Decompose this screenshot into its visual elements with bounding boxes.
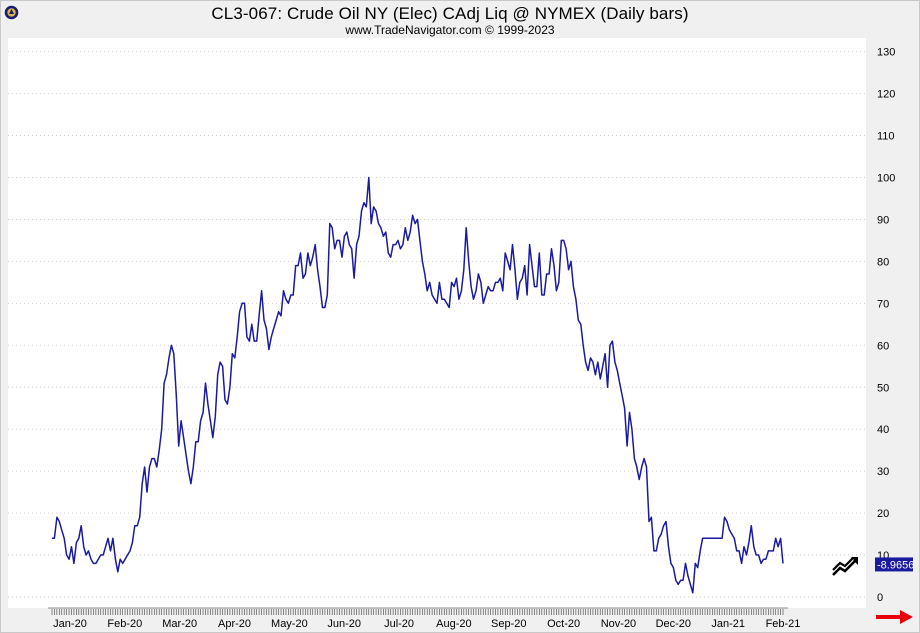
x-tick-label-Jan-20: Jan-20 — [53, 618, 87, 630]
y-tick-label-130: 130 — [877, 47, 895, 59]
x-tick-label-May-20: May-20 — [271, 618, 308, 630]
x-tick-label-Feb-20: Feb-20 — [107, 618, 142, 630]
x-tick-label-Aug-20: Aug-20 — [436, 618, 471, 630]
x-tick-label-Jul-20: Jul-20 — [384, 618, 414, 630]
y-tick-label-20: 20 — [877, 508, 889, 520]
x-tick-label-Dec-20: Dec-20 — [656, 618, 691, 630]
y-tick-label-40: 40 — [877, 424, 889, 436]
trending-up-chart-icon[interactable] — [831, 556, 859, 578]
y-tick-label-120: 120 — [877, 89, 895, 101]
x-tick-label-Sep-20: Sep-20 — [491, 618, 526, 630]
x-tick-label-Feb-21: Feb-21 — [766, 618, 801, 630]
x-tick-label-Jan-21: Jan-21 — [711, 618, 745, 630]
y-tick-label-0: 0 — [877, 592, 883, 604]
x-tick-label-Oct-20: Oct-20 — [547, 618, 580, 630]
scroll-right-arrow-icon[interactable] — [876, 610, 914, 624]
y-tick-label-90: 90 — [877, 214, 889, 226]
chart-title: CL3-067: Crude Oil NY (Elec) CAdj Liq @ … — [211, 4, 689, 23]
y-tick-label-70: 70 — [877, 298, 889, 310]
x-tick-label-Jun-20: Jun-20 — [327, 618, 361, 630]
tradenavigator-logo-icon — [4, 5, 19, 20]
y-tick-label-30: 30 — [877, 466, 889, 478]
x-tick-label-Nov-20: Nov-20 — [601, 618, 636, 630]
last-value-label: -8.9656 — [877, 559, 914, 571]
series-layer — [52, 176, 784, 594]
price-series-line — [52, 176, 784, 594]
x-tick-label-Apr-20: Apr-20 — [218, 618, 251, 630]
y-tick-label-110: 110 — [877, 131, 895, 143]
x-axis: Jan-20 Feb-20 Mar-20 Apr-20 May-20 Jun-20 Jul-… — [48, 607, 801, 630]
last-value-marker: -8.9656 — [875, 557, 914, 572]
y-tick-label-100: 100 — [877, 173, 895, 185]
y-tick-label-80: 80 — [877, 256, 889, 268]
x-tick-label-Mar-20: Mar-20 — [162, 618, 197, 630]
y-tick-label-60: 60 — [877, 340, 889, 352]
chart-subtitle: www.TradeNavigator.com © 1999-2023 — [345, 23, 555, 37]
grid-lines — [8, 51, 866, 598]
last-value-box — [875, 557, 913, 572]
y-tick-label-50: 50 — [877, 382, 889, 394]
